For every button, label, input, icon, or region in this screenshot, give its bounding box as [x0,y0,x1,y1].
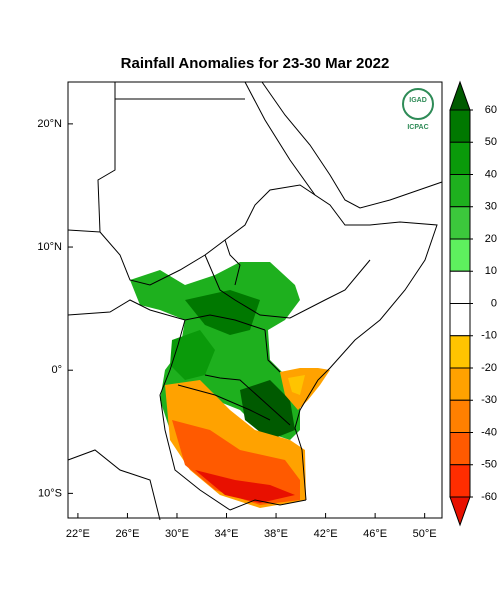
colorbar-cap [449,80,471,111]
x-tick-label: 34°E [215,528,239,540]
colorbar-tick-label: -50 [481,459,497,471]
colorbar-tick-label: -40 [481,426,497,438]
colorbar-tick-label: 20 [485,233,497,245]
x-tick-label: 26°E [115,528,139,540]
logo-emblem [402,88,434,120]
map-frame [67,81,443,519]
colorbar-box [449,303,471,337]
colorbar-box [449,238,471,272]
y-tick-label: 10°S [38,487,62,499]
colorbar-tick-label: -10 [481,330,497,342]
colorbar-box [449,464,471,498]
x-tick-label: 46°E [363,528,387,540]
colorbar-box [449,141,471,175]
colorbar-tick-label: 40 [485,168,497,180]
colorbar-box [449,270,471,304]
country-borders [67,81,443,521]
colorbar-tick-label: -20 [481,362,497,374]
colorbar-box [449,109,471,143]
x-tick-label: 30°E [165,528,189,540]
y-tick-label: 0° [51,364,62,376]
logo-top-text: IGAD [409,97,427,104]
colorbar-box [449,432,471,466]
colorbar-tick-label: -60 [481,491,497,503]
colorbar-box [449,335,471,369]
y-tick-label: 20°N [37,118,62,130]
colorbar-tick-label: 60 [485,104,497,116]
y-tick-label: 10°N [37,241,62,253]
x-tick-label: 22°E [66,528,90,540]
colorbar-tick-label: -30 [481,394,497,406]
colorbar-box [449,399,471,433]
colorbar-box [449,206,471,240]
colorbar-tick-label: 30 [485,201,497,213]
colorbar-tick-label: 0 [491,297,497,309]
map-area [67,81,443,521]
colorbar-box [449,174,471,208]
map-title: Rainfall Anomalies for 23-30 Mar 2022 [121,55,390,72]
logo: IGAD ICPAC [402,88,434,131]
colorbar-box [449,367,471,401]
colorbar-cap [449,496,471,527]
colorbar-tick-label: 10 [485,265,497,277]
x-tick-label: 50°E [413,528,437,540]
x-tick-label: 42°E [314,528,338,540]
x-tick-label: 38°E [264,528,288,540]
logo-bottom-text: ICPAC [407,124,428,131]
anomaly-fields [130,262,330,508]
colorbar-tick-label: 50 [485,136,497,148]
